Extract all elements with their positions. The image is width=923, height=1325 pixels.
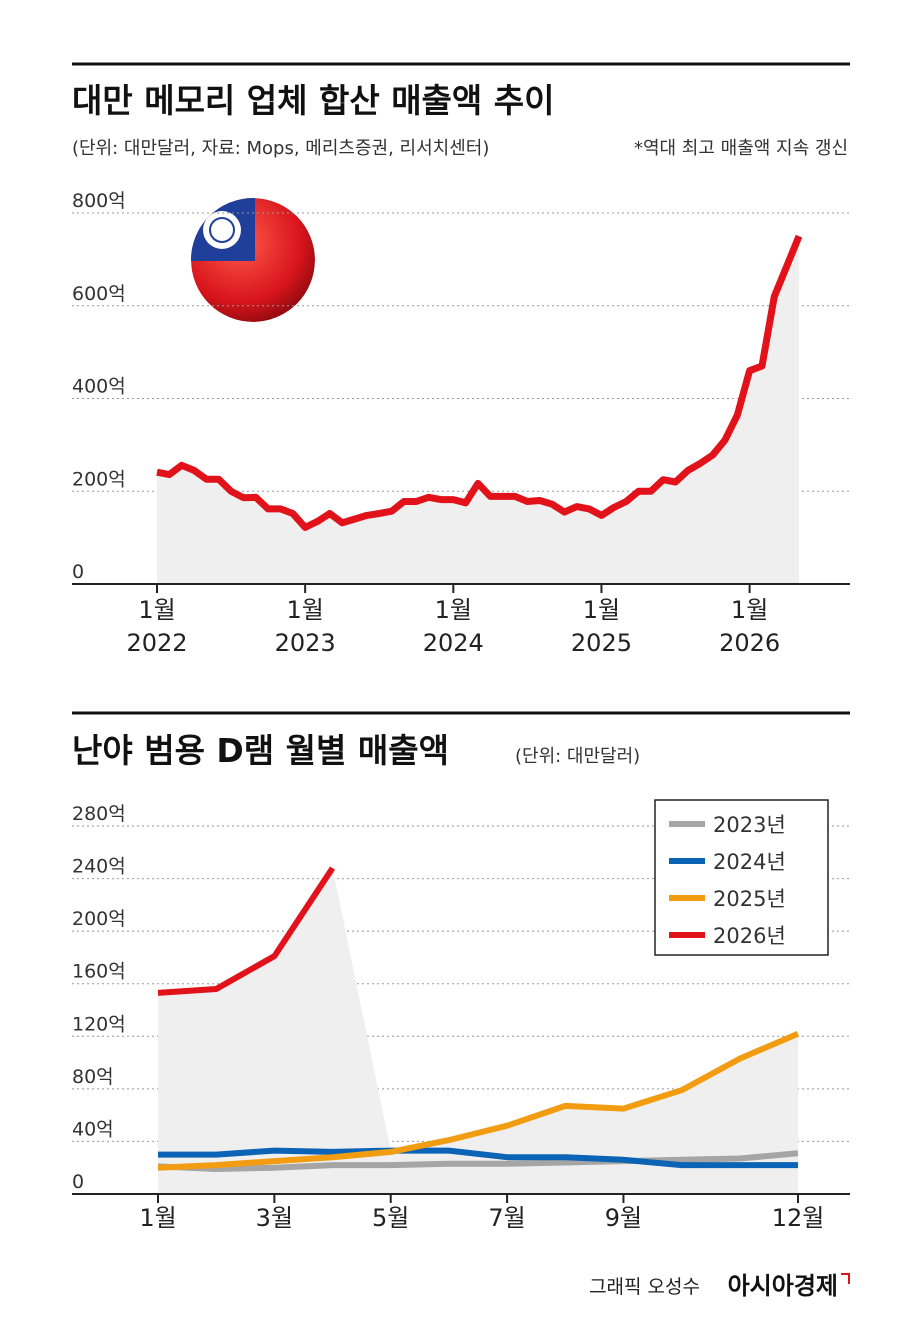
area xyxy=(158,868,798,1194)
subtitle: (단위: 대만달러) xyxy=(515,746,640,767)
y-tick-label: 600억 xyxy=(72,283,126,305)
y-tick-label: 80억 xyxy=(72,1066,114,1088)
logo: 아시아경제 xyxy=(728,1272,838,1300)
y-tick-label: 40억 xyxy=(72,1118,114,1140)
y-tick-label: 0 xyxy=(72,561,84,583)
y-tick-label: 160억 xyxy=(72,961,126,983)
x-tick-label: 12월 xyxy=(771,1204,825,1232)
chart-title: 난야 범용 D램 월별 매출액 xyxy=(72,731,449,770)
series-line xyxy=(157,1030,800,1171)
subtitle: (단위: 대만달러, 자료: Mops, 메리츠증권, 리서치센터) xyxy=(72,138,489,159)
legend-label: 2025년 xyxy=(713,887,786,911)
credit: 그래픽 오성수 xyxy=(589,1276,700,1298)
y-tick-label: 400억 xyxy=(72,376,126,398)
logo-mark xyxy=(841,1273,850,1284)
x-tick-label: 5월 xyxy=(372,1204,410,1232)
legend-label: 2023년 xyxy=(713,813,786,837)
series-line xyxy=(158,1147,798,1169)
y-tick-label: 800억 xyxy=(72,190,126,212)
x-tick-label: 7월 xyxy=(488,1204,526,1232)
legend-label: 2026년 xyxy=(713,924,786,948)
x-tick-label: 3월 xyxy=(255,1204,294,1232)
series-line xyxy=(156,234,803,531)
y-tick-label: 200억 xyxy=(72,908,126,930)
x-tick-label: 1월 2024 xyxy=(422,596,484,657)
y-tick-label: 0 xyxy=(72,1171,84,1193)
legend-label: 2024년 xyxy=(713,850,786,874)
x-tick-label: 1월 2023 xyxy=(274,596,336,657)
y-tick-label: 200억 xyxy=(72,468,126,490)
chart-title: 대만 메모리 업체 합산 매출액 추이 xyxy=(72,81,554,120)
x-tick-label: 1월 2022 xyxy=(126,596,188,657)
x-tick-label: 1월 xyxy=(139,1204,177,1232)
y-tick-label: 240억 xyxy=(72,856,126,878)
y-tick-label: 120억 xyxy=(72,1013,126,1035)
area xyxy=(157,236,799,584)
x-tick-label: 1월 2025 xyxy=(570,596,632,657)
series-line xyxy=(157,1150,799,1172)
y-tick-label: 280억 xyxy=(72,803,126,825)
x-tick-label: 9월 xyxy=(604,1204,643,1232)
note: *역대 최고 매출액 지속 갱신 xyxy=(634,138,848,159)
flag-icon xyxy=(191,198,315,322)
x-tick-label: 1월 2026 xyxy=(719,596,781,657)
series-line xyxy=(157,866,336,996)
